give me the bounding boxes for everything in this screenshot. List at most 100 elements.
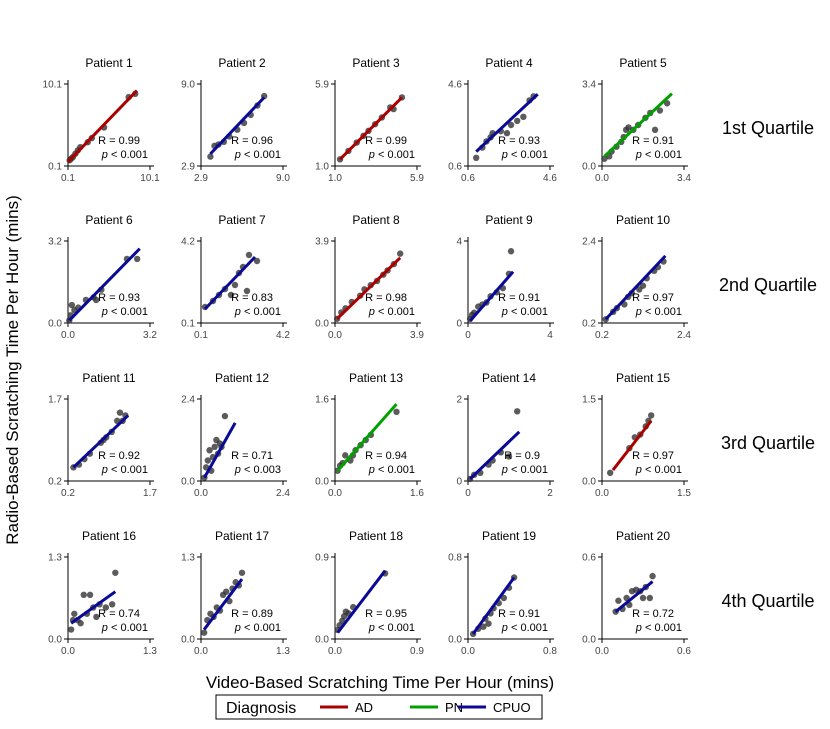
r-value: R = 0.91 (632, 135, 674, 147)
y-tick-label: 0.0 (181, 635, 195, 646)
panel-title: Patient 17 (215, 529, 269, 543)
data-point (514, 117, 521, 125)
p-symbol: p (101, 622, 108, 634)
p-symbol: p (368, 622, 375, 634)
data-point (71, 610, 78, 617)
p-value-line: p < 0.001 (101, 306, 148, 318)
p-value-line: p < 0.001 (234, 149, 281, 161)
p-value-line: p < 0.001 (368, 622, 415, 634)
r-value: R = 0.92 (98, 450, 140, 462)
y-tick-label: 3.4 (582, 80, 596, 91)
r-value: R = 0.96 (231, 135, 273, 147)
x-tick-label: 2 (547, 488, 553, 499)
p-symbol: p (234, 306, 241, 318)
panel-title: Patient 20 (616, 529, 670, 543)
row-labels: 1st Quartile 2nd Quartile 3rd Quartile 4th … (719, 118, 817, 611)
panel-title: Patient 19 (482, 529, 536, 543)
x-tick-label: 1.3 (276, 646, 290, 657)
data-point (253, 257, 261, 265)
r-value: R = 0.97 (632, 292, 674, 304)
x-tick-label: 2.4 (276, 488, 290, 499)
x-tick-label: 3.2 (143, 330, 157, 341)
x-tick-label: 0.2 (595, 330, 609, 341)
p-value: < 0.001 (508, 622, 548, 634)
panel-title: Patient 3 (352, 56, 400, 70)
panel-6: Patient 6 0.0 3.2 0.0 3.2 R = 0.93 p < 0.001 (48, 213, 157, 341)
x-tick-label: 2.9 (194, 173, 208, 184)
panel-title: Patient 10 (616, 213, 670, 227)
r-value: R = 0.91 (498, 608, 540, 620)
panel-3: Patient 3 1.0 5.9 1.0 5.9 R = 0.99 p < 0.001 (315, 56, 424, 184)
panel-13: Patient 13 0.0 1.6 0.0 1.6 R = 0.94 p < 0.001 (315, 371, 424, 499)
data-point (649, 572, 656, 580)
data-point (514, 408, 521, 415)
x-tick-label: 0.2 (61, 488, 75, 499)
y-tick-label: 0.6 (582, 553, 596, 564)
y-tick-label: 0.8 (448, 553, 462, 564)
x-tick-label: 0.0 (194, 488, 208, 499)
y-tick-label: 0.0 (315, 319, 329, 330)
x-tick-label: 2.4 (677, 330, 691, 341)
data-point (200, 629, 208, 636)
fit-line (203, 255, 257, 311)
x-tick-label: 0.0 (595, 173, 609, 184)
y-tick-label: 10.1 (43, 80, 63, 91)
fit-line (603, 92, 673, 158)
panel-15: Patient 15 0.0 1.5 0.0 1.5 R = 0.97 p < 0.001 (582, 371, 691, 499)
p-value: < 0.001 (241, 306, 281, 318)
p-value-line: p < 0.001 (368, 464, 415, 476)
data-point (615, 597, 622, 604)
p-value: < 0.001 (241, 622, 281, 634)
data-point (227, 291, 235, 299)
p-value-line: p < 0.001 (635, 464, 682, 476)
p-value: < 0.001 (375, 464, 415, 476)
x-tick-label: 0 (465, 488, 471, 499)
y-tick-label: 0.0 (448, 635, 462, 646)
p-value: < 0.001 (108, 306, 148, 318)
data-point (520, 113, 527, 121)
y-tick-label: 4 (456, 237, 462, 248)
data-point (68, 301, 76, 309)
fit-line (70, 590, 117, 625)
data-point (646, 594, 654, 602)
fit-line (202, 578, 244, 631)
panel-19: Patient 19 0.0 0.8 0.0 0.8 R = 0.91 p < 0.001 (448, 529, 557, 657)
panel-title: Patient 2 (218, 56, 266, 70)
p-value-line: p < 0.001 (101, 622, 148, 634)
y-axis-label: Radio-Based Scratching Time Per Hour (mi… (3, 195, 22, 545)
p-value: < 0.001 (508, 306, 548, 318)
data-point (507, 248, 515, 255)
p-value: < 0.001 (642, 149, 682, 161)
p-value-line: p < 0.001 (501, 306, 548, 318)
r-value: R = 0.99 (365, 135, 407, 147)
fit-line (475, 93, 539, 153)
p-value-line: p < 0.001 (635, 149, 682, 161)
panel-title: Patient 1 (85, 56, 133, 70)
panel-11: Patient 11 0.2 1.7 0.2 1.7 R = 0.92 p < 0.001 (48, 371, 157, 499)
data-point (112, 569, 119, 576)
fit-line (604, 254, 667, 321)
data-point (116, 409, 124, 416)
data-point (507, 121, 515, 129)
x-tick-label: 4.2 (276, 330, 290, 341)
data-point (245, 251, 253, 259)
y-tick-label: 0.0 (582, 477, 596, 488)
data-point (108, 601, 116, 608)
r-value: R = 0.83 (231, 292, 273, 304)
x-tick-label: 3.9 (410, 330, 424, 341)
p-symbol: p (368, 464, 375, 476)
data-point (342, 452, 349, 459)
p-value: < 0.001 (108, 464, 148, 476)
x-tick-label: 5.9 (410, 173, 424, 184)
fit-line (611, 419, 653, 471)
x-tick-label: 4 (547, 330, 553, 341)
p-symbol: p (234, 149, 241, 161)
data-point (92, 296, 100, 304)
panel-5: Patient 5 0.0 3.4 0.0 3.4 R = 0.91 p < 0.001 (582, 56, 691, 184)
x-tick-label: 0.9 (410, 646, 424, 657)
x-tick-label: 0.8 (543, 646, 557, 657)
data-point (480, 623, 487, 630)
p-value-line: p < 0.001 (635, 622, 682, 634)
panel-title: Patient 7 (218, 213, 266, 227)
fit-line (336, 569, 387, 634)
